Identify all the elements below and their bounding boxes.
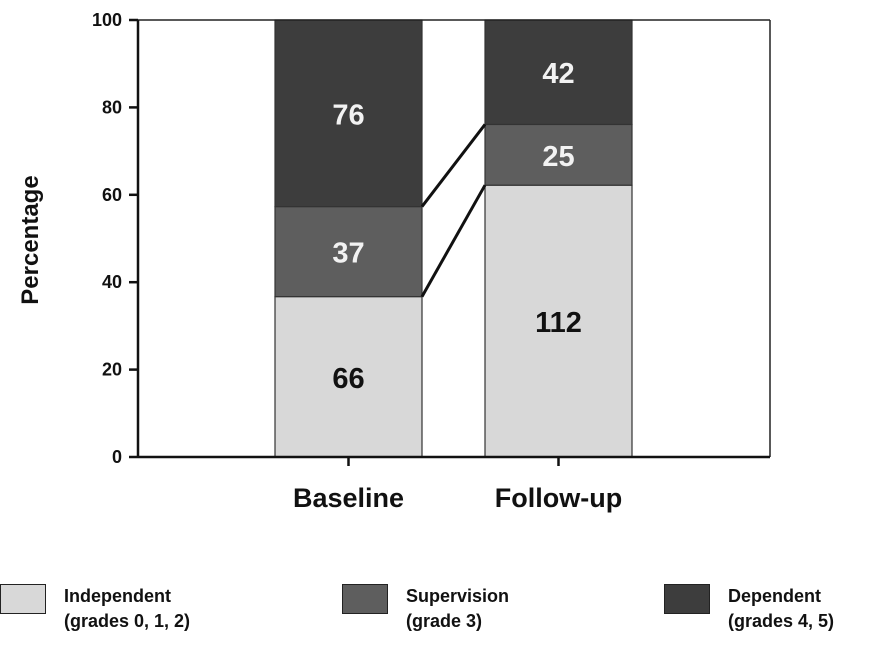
y-tick-label-100: 100 <box>92 10 122 30</box>
legend-item-supervision: Supervision (grade 3) <box>342 584 509 634</box>
connector-line-2 <box>420 123 487 208</box>
legend-name-dependent: Dependent <box>728 586 822 606</box>
bar-segment-supervision-followup <box>484 123 633 186</box>
legend-label-dependent: Dependent (grades 4, 5) <box>728 584 834 634</box>
legend-name-independent: Independent <box>64 586 171 606</box>
legend-swatch-supervision <box>342 584 388 614</box>
plot-area: 66 37 76 112 25 42 0 20 40 60 80 100 Baseline Follow-… <box>92 10 771 513</box>
bar-segment-dependent-followup <box>484 19 633 126</box>
legend-detail-independent: (grades 0, 1, 2) <box>64 611 191 631</box>
segment-label-supervision-followup: 25 <box>542 141 574 173</box>
legend-swatch-dependent <box>664 584 710 614</box>
legend-item-independent: Independent (grades 0, 1, 2) <box>0 584 190 634</box>
segment-label-supervision-baseline: 37 <box>332 238 364 270</box>
legend-label-supervision: Supervision (grade 3) <box>406 584 509 634</box>
legend-item-dependent: Dependent (grades 4, 5) <box>664 584 834 634</box>
legend-swatch-independent <box>0 584 46 614</box>
x-tick-label-followup: Follow-up <box>495 483 622 513</box>
y-tick-label-0: 0 <box>112 447 122 467</box>
bar-segment-supervision-baseline <box>274 205 423 298</box>
y-tick-label-60: 60 <box>102 185 122 205</box>
legend-detail-supervision: (grade 3) <box>406 611 483 631</box>
segment-label-dependent-baseline: 76 <box>332 99 364 131</box>
bar-segment-independent-followup <box>484 184 633 458</box>
y-axis-title: Percentage <box>17 175 44 304</box>
segment-label-independent-baseline: 66 <box>332 363 364 395</box>
connector-line-1 <box>420 184 487 298</box>
segment-label-independent-followup: 112 <box>535 307 582 339</box>
legend-label-independent: Independent (grades 0, 1, 2) <box>64 584 190 634</box>
legend-name-supervision: Supervision <box>406 586 510 606</box>
legend-detail-dependent: (grades 4, 5) <box>728 611 835 631</box>
y-tick-label-80: 80 <box>102 97 122 117</box>
y-tick-label-40: 40 <box>102 272 122 292</box>
y-tick-label-20: 20 <box>102 360 122 380</box>
bar-segment-independent-baseline <box>274 296 423 458</box>
x-tick-label-baseline: Baseline <box>293 483 404 513</box>
segment-label-dependent-followup: 42 <box>542 58 574 90</box>
